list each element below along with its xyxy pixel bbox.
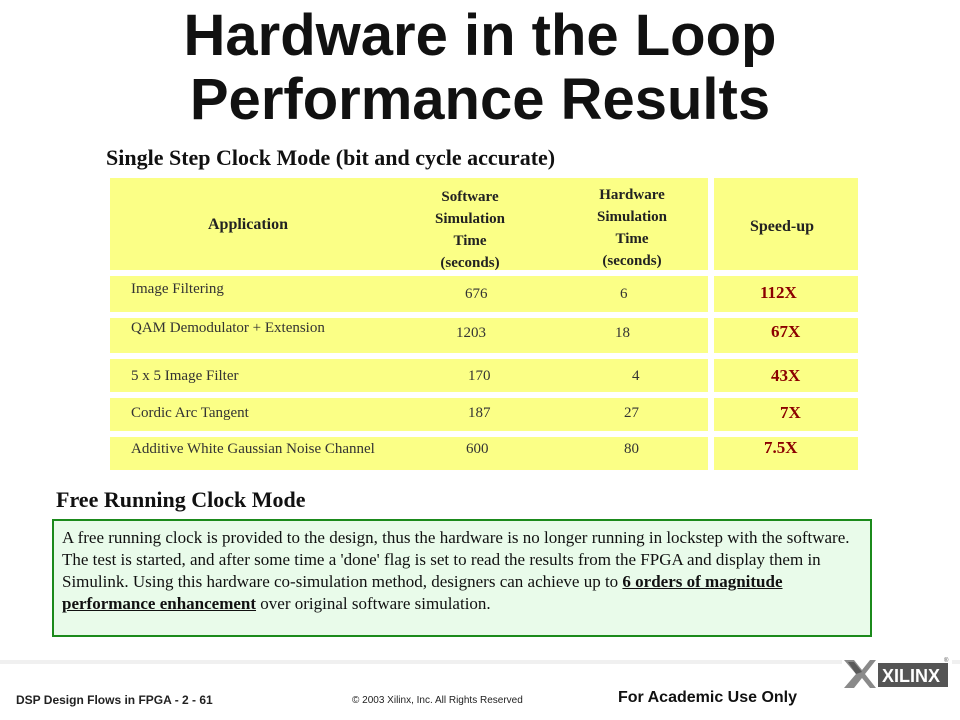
table-divider — [110, 312, 858, 318]
free-running-heading: Free Running Clock Mode — [56, 487, 306, 512]
table-row-software: 676 — [465, 286, 488, 302]
performance-table: Application Software Simulation Time (se… — [110, 178, 858, 470]
table-divider — [110, 270, 858, 276]
table-divider — [110, 353, 858, 359]
header-hardware-line: Simulation — [596, 209, 668, 225]
footer-course-label: DSP Design Flows in FPGA - 2 - 61 — [16, 693, 213, 707]
header-hardware-line: (seconds) — [602, 253, 662, 269]
table-row-application: Additive White Gaussian Noise Channel — [131, 441, 375, 457]
header-software-line: Software — [441, 189, 499, 205]
header-software-line: (seconds) — [440, 255, 500, 271]
table-row-hardware: 6 — [620, 286, 628, 302]
free-running-description: A free running clock is provided to the … — [52, 519, 872, 637]
table-row-software: 187 — [468, 405, 491, 421]
table-row-software: 600 — [466, 441, 489, 457]
header-speedup: Speed-up — [749, 218, 815, 235]
table-row-hardware: 18 — [615, 325, 630, 341]
table-row-speedup: 7X — [780, 403, 801, 422]
table-row-software: 1203 — [456, 325, 486, 341]
slide-title: Hardware in the Loop Performance Results — [0, 4, 960, 132]
footer-academic-use: For Academic Use Only — [618, 689, 798, 706]
xilinx-logo: XILINX ® — [842, 654, 952, 694]
table-row-software: 170 — [468, 368, 491, 384]
header-hardware-line: Hardware — [599, 187, 665, 203]
table-row-application: Image Filtering — [131, 281, 224, 297]
table-row-speedup: 7.5X — [764, 438, 798, 457]
table-row-speedup: 67X — [771, 322, 801, 341]
column-gap — [708, 178, 714, 470]
table-row-speedup: 43X — [771, 366, 801, 385]
table-row-speedup: 112X — [760, 283, 797, 302]
header-software: Software Simulation Time (seconds) — [410, 186, 530, 274]
note-emphasis: 6 orders of magnitude performance enhanc… — [62, 572, 783, 613]
footer-copyright: © 2003 Xilinx, Inc. All Rights Reserved — [352, 695, 523, 706]
table-row-hardware: 4 — [632, 368, 640, 384]
note-text-end: over original software simulation. — [256, 594, 491, 613]
single-step-heading: Single Step Clock Mode (bit and cycle ac… — [106, 145, 556, 170]
table-row-application: Cordic Arc Tangent — [131, 405, 249, 421]
title-line-1: Hardware in the Loop — [183, 3, 777, 68]
header-software-line: Time — [453, 233, 487, 249]
header-hardware-line: Time — [615, 231, 649, 247]
xilinx-logo-icon: XILINX ® — [842, 654, 952, 694]
footer-divider — [0, 660, 960, 664]
logo-registered-mark: ® — [944, 657, 949, 664]
header-hardware: Hardware Simulation Time (seconds) — [572, 184, 692, 272]
header-application: Application — [207, 216, 288, 233]
table-row-hardware: 27 — [624, 405, 639, 421]
note-text: A free running clock is provided to the … — [62, 528, 850, 591]
table-divider — [110, 431, 858, 437]
table-row-hardware: 80 — [624, 441, 639, 457]
logo-wordmark: XILINX — [882, 666, 940, 686]
header-software-line: Simulation — [434, 211, 506, 227]
table-row-application: 5 x 5 Image Filter — [131, 368, 239, 384]
table-divider — [110, 392, 858, 398]
title-line-2: Performance Results — [189, 67, 771, 132]
table-row-application: QAM Demodulator + Extension — [131, 320, 325, 336]
